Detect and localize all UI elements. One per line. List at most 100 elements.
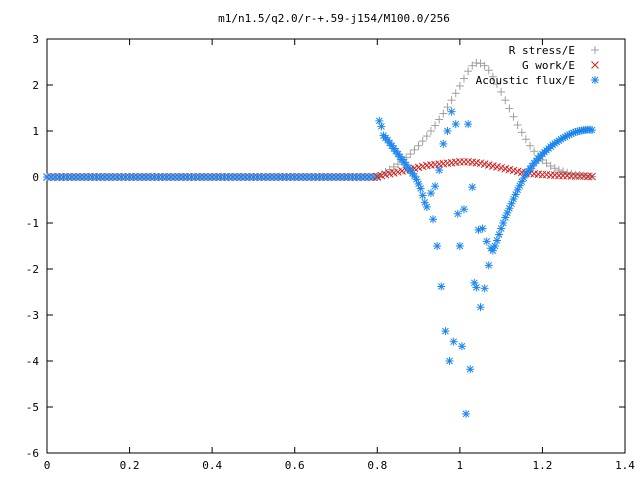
data-point [546,161,555,170]
data-point [385,165,394,174]
legend-label: R stress/E [509,44,575,57]
data-point [462,409,471,418]
data-point [554,166,563,175]
data-point [433,242,442,250]
data-point [482,237,491,246]
data-point [480,61,489,70]
data-point [406,150,415,158]
data-point [476,303,485,312]
data-point [550,164,559,173]
data-point [505,104,514,113]
y-tick-label: -1 [26,217,39,230]
data-point [426,127,435,135]
y-tick-label: 3 [32,33,39,46]
data-point [513,121,522,130]
y-tick-label: -3 [26,309,39,322]
data-point [451,120,460,129]
data-point [431,182,440,191]
data-point [445,357,454,365]
data-point [418,137,427,146]
data-point [456,157,464,166]
data-point [499,219,508,227]
data-point [437,282,446,291]
data-point [493,236,502,245]
data-point [435,166,444,175]
data-point [464,120,473,129]
data-point [443,103,452,112]
x-tick-label: 1.2 [532,459,552,472]
series-layer [373,58,596,418]
data-point [588,172,596,181]
y-tick-label: 2 [32,79,39,92]
data-point [497,87,506,96]
data-point [468,183,477,192]
series-0 [373,58,596,181]
data-point [538,170,547,179]
chart-title: m1/n1.5/q2.0/r-+.59-j154/M100.0/256 [218,12,450,25]
y-tick-label: -6 [26,447,39,460]
data-point [441,327,450,336]
x-tick-label: 1.4 [615,459,635,472]
data-point [393,160,402,169]
data-point [453,209,462,218]
axis-ticks: 0 0.2 0.4 0.6 0.8 1 1.2 1.4 3 2 1 0 -1 -2 -3 -4 -5 -6 [26,33,636,472]
data-point [480,284,489,293]
data-point [439,109,448,118]
data-point [521,135,530,144]
series-2 [375,107,596,418]
data-point [501,96,510,105]
data-point [484,66,493,75]
data-point [416,184,425,193]
y-tick-label: -4 [26,355,40,368]
data-point [422,202,431,211]
data-point [459,205,468,214]
data-point [377,122,386,131]
data-point [484,261,493,270]
data-point [478,224,487,233]
data-point [542,159,551,168]
data-point [443,127,452,135]
data-point [488,72,497,81]
x-tick-label: 0.4 [202,459,222,472]
data-point [505,204,514,213]
data-point [429,215,438,224]
data-point [457,342,466,351]
x-tick-label: 0.8 [367,459,387,472]
data-point [559,167,568,176]
data-point [426,189,435,198]
x-tick-label: 0.6 [285,459,305,472]
legend-marker [591,61,599,69]
data-point [410,145,419,154]
data-point [466,365,475,374]
y-tick-label: 0 [32,171,39,184]
data-point [418,191,427,200]
data-point [468,61,477,70]
data-point [449,337,458,346]
data-point [447,96,456,105]
data-point [451,89,460,98]
data-point [526,141,535,150]
data-point [587,126,596,135]
y-tick-label: 1 [32,125,39,138]
data-point [377,170,386,179]
data-point [459,74,468,83]
data-point [495,230,504,239]
plot-frame [46,38,626,454]
data-point [530,147,539,156]
data-point [455,81,464,90]
legend-label: Acoustic flux/E [476,74,575,87]
data-point [517,128,526,137]
data-point [493,80,502,89]
y-tick-label: -2 [26,263,39,276]
data-point [435,115,444,124]
x-tick-label: 0 [44,459,51,472]
legend-label: G work/E [522,59,575,72]
legend-marker [591,76,599,84]
data-point [431,121,440,130]
x-tick-label: 0.2 [120,459,140,472]
data-point [447,107,456,116]
data-point [455,242,464,250]
data-point [464,67,473,76]
data-point [472,283,481,292]
